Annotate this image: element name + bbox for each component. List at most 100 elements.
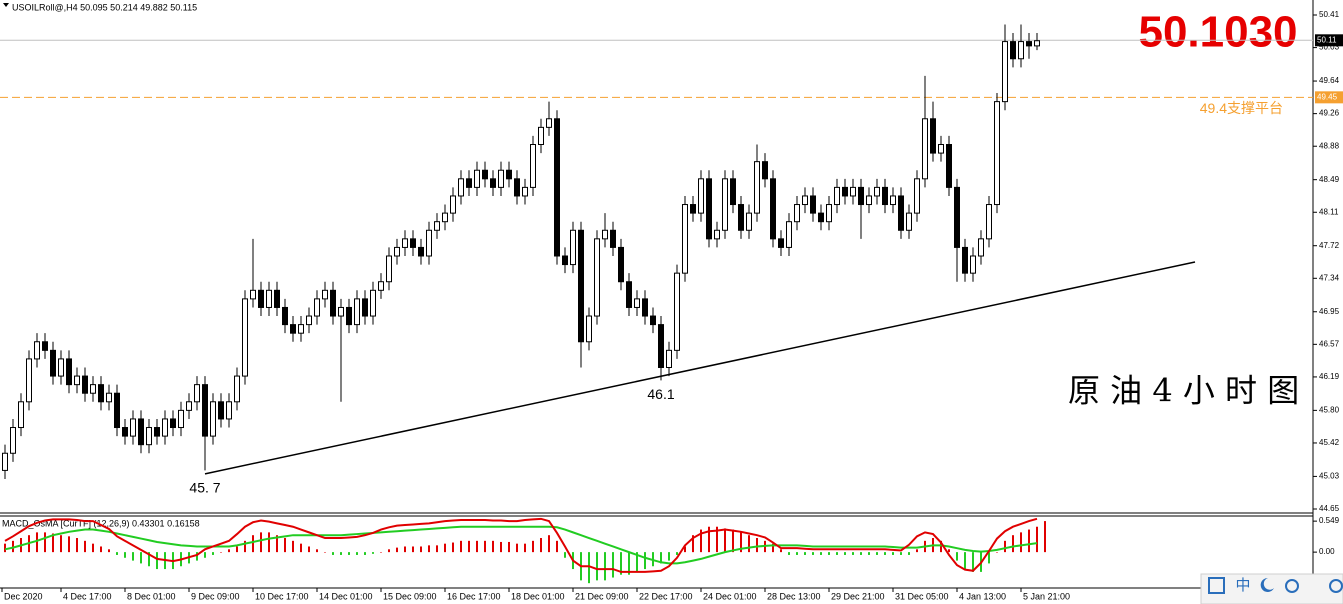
x-tick-label: 4 Dec 17:00: [63, 591, 112, 601]
histogram-bar: [820, 552, 822, 555]
histogram-bar: [588, 552, 590, 584]
histogram-bar: [772, 543, 774, 553]
candle-body: [258, 289, 264, 308]
x-tick-label: 29 Dec 21:00: [831, 591, 885, 601]
y-tick-label: 45.03: [1319, 472, 1340, 481]
candle-body: [170, 418, 176, 429]
candle-body: [386, 255, 392, 283]
candle-body: [354, 298, 360, 326]
candle-body: [506, 169, 512, 180]
candle-body: [906, 212, 912, 231]
histogram-bar: [148, 552, 150, 567]
candle-body: [338, 306, 344, 317]
histogram-bar: [1012, 535, 1014, 553]
candle-body: [634, 298, 640, 308]
histogram-bar: [540, 538, 542, 553]
histogram-bar: [708, 526, 710, 553]
histogram-bar: [324, 552, 326, 553]
histogram-bar: [156, 552, 158, 570]
candle-body: [474, 169, 480, 188]
histogram-bar: [420, 546, 422, 553]
histogram-bar: [84, 540, 86, 553]
x-tick-label: 8 Dec 01:00: [127, 591, 176, 601]
candle-body: [722, 178, 728, 231]
candle-body: [698, 178, 704, 214]
candle-body: [914, 178, 920, 214]
candle-body: [210, 401, 216, 437]
ime-punct[interactable]: [1285, 579, 1299, 593]
histogram-bar: [380, 552, 382, 553]
histogram-bar: [276, 535, 278, 553]
histogram-bar: [964, 552, 966, 570]
candle-body: [130, 418, 136, 437]
histogram-bar: [132, 552, 134, 561]
histogram-bar: [292, 540, 294, 553]
histogram-bar: [4, 543, 6, 553]
candle-body: [42, 341, 48, 351]
candle-body: [754, 161, 760, 214]
histogram-bar: [636, 552, 638, 572]
histogram-bar: [452, 542, 454, 553]
candle-body: [106, 392, 112, 403]
y-tick-label: 48.88: [1319, 141, 1340, 150]
candle-body: [554, 118, 560, 257]
histogram-bar: [916, 549, 918, 553]
histogram-bar: [532, 540, 534, 553]
y-tick-label: 45.80: [1319, 405, 1340, 414]
candle-body: [50, 349, 56, 377]
histogram-bar: [780, 549, 782, 553]
candle-body: [442, 212, 448, 223]
candle-body: [938, 144, 944, 154]
candle-body: [282, 306, 288, 326]
price-tag-label: 50.11: [1317, 35, 1337, 44]
candle-body: [482, 169, 488, 180]
candle-body: [2, 452, 8, 471]
candle-body: [538, 126, 544, 146]
histogram-bar: [956, 552, 958, 561]
candle-body: [242, 298, 248, 377]
ime-icon[interactable]: [1208, 577, 1225, 594]
candle-body: [114, 392, 120, 429]
ime-settings[interactable]: [1329, 579, 1343, 593]
macd-line: [4, 517, 1038, 573]
histogram-bar: [108, 549, 110, 553]
candle-body: [66, 358, 72, 386]
histogram-bar: [460, 540, 462, 553]
trendline: [204, 261, 1196, 475]
histogram-bar: [668, 552, 670, 561]
candle-body: [962, 246, 968, 274]
x-tick-label: 10 Dec 17:00: [255, 591, 309, 601]
histogram-bar: [244, 540, 246, 553]
candle-body: [642, 298, 648, 317]
candle-body: [90, 384, 96, 394]
candle-body: [594, 238, 600, 317]
candle-body: [898, 195, 904, 231]
histogram-bar: [140, 552, 142, 564]
histogram-bar: [548, 535, 550, 553]
candle-body: [690, 204, 696, 214]
chart-caption: 原 油 4 小 时 图: [1068, 372, 1299, 410]
histogram-bar: [436, 545, 438, 553]
histogram-bar: [76, 538, 78, 553]
ime-mode[interactable]: 中: [1235, 577, 1250, 594]
candle-body: [578, 229, 584, 343]
histogram-bar: [1028, 529, 1030, 553]
candle-body: [794, 204, 800, 223]
candle-body: [1002, 41, 1008, 103]
candle-body: [570, 229, 576, 266]
candle-body: [986, 204, 992, 240]
candle-body: [626, 281, 632, 308]
candle-body: [34, 341, 40, 360]
candle-body: [858, 186, 864, 206]
histogram-bar: [228, 549, 230, 553]
histogram-bar: [1036, 526, 1038, 553]
candle-body: [434, 221, 440, 231]
y-tick-label: 50.03: [1319, 43, 1340, 52]
candle-body: [122, 427, 128, 437]
y-tick-label: 44.65: [1319, 504, 1340, 513]
candle-body: [994, 101, 1000, 206]
taskbar: 中: [1200, 573, 1343, 604]
ime-moon[interactable]: [1260, 577, 1274, 592]
